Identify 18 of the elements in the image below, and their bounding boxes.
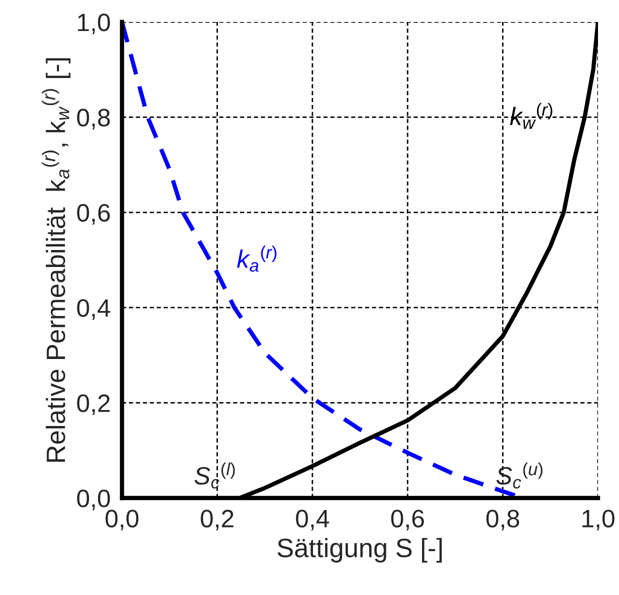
- series-label: k$_{w}$$^{(r)}$: [510, 103, 552, 129]
- y-tick-label: 0,8: [77, 108, 110, 130]
- y-tick-label: 1,0: [78, 14, 110, 34]
- annotation: S$_{c}$$^{(u)}$: [496, 462, 542, 489]
- annotation: S$_{c}$$^{(l)}$: [194, 462, 235, 489]
- y-tick-label: 0,6: [77, 204, 110, 225]
- y-tick-label: 0,0: [77, 490, 110, 510]
- series-label: k$_{a}$$^{(r)}$: [237, 246, 276, 272]
- y-tick-label: 0,2: [77, 394, 110, 416]
- x-tick-label: 0,2: [200, 510, 234, 530]
- y-tick-label: 0,4: [77, 299, 110, 320]
- x-tick-label: 0,4: [296, 510, 330, 530]
- x-tick-label: 0,0: [106, 510, 138, 530]
- x-tick-label: 0,6: [391, 510, 424, 530]
- x-tick-label: 0,8: [486, 510, 520, 530]
- x-axis-title: Sättigung S [-]: [278, 538, 442, 563]
- x-tick-label: 1,0: [582, 510, 614, 530]
- y-axis-title: Relative Permeabilität k$_{a}$$^{(r)}$, k$_{w}$$^{(r)}$ [-]: [42, 58, 70, 462]
